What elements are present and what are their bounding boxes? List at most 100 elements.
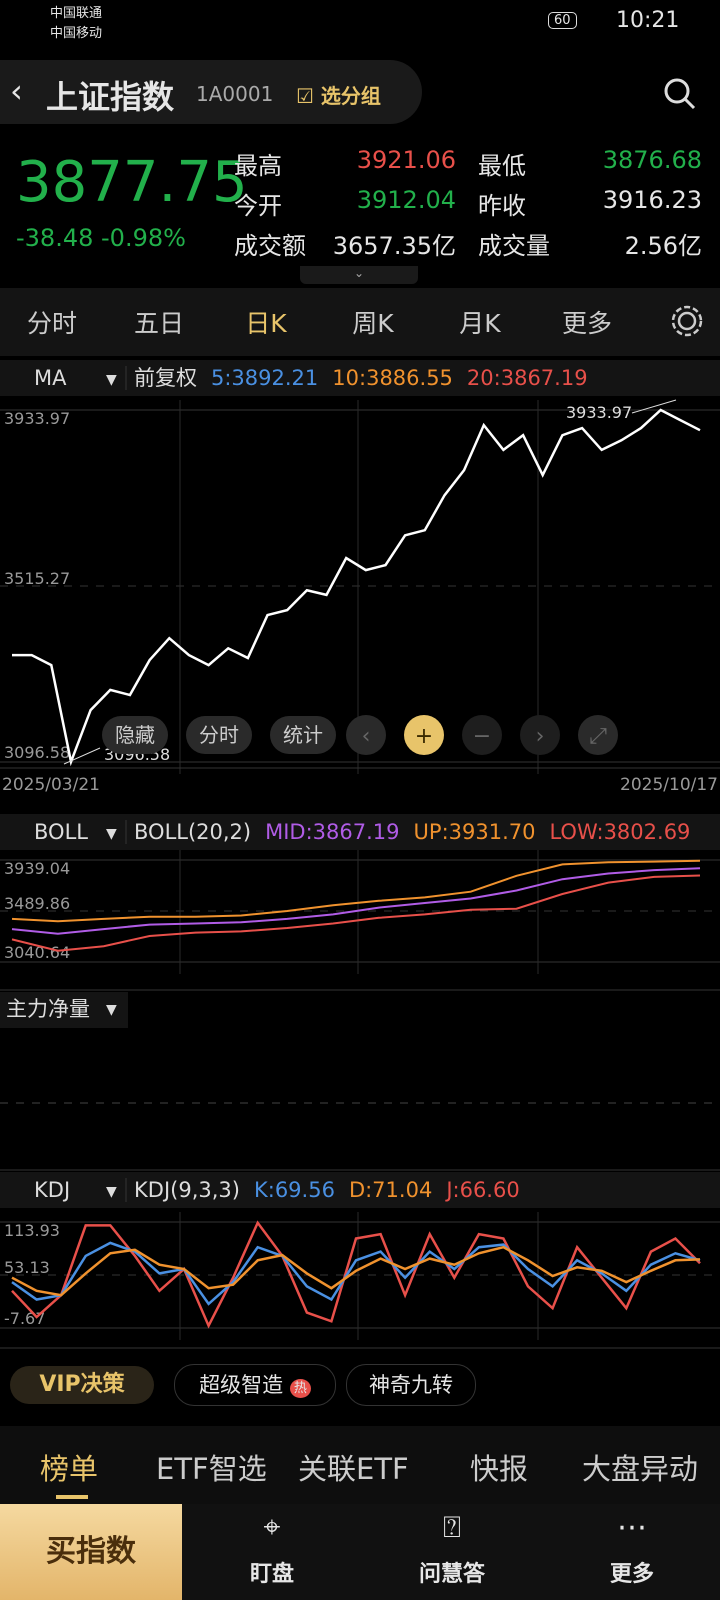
zoom-icon: ⤢ (589, 724, 607, 749)
battery: 60 (548, 12, 577, 29)
change: -38.48 -0.98% (16, 224, 186, 252)
tab-bar (0, 288, 720, 356)
y-tick-label: 113.93 (4, 1221, 60, 1240)
legend-entry: J:66.60 (444, 1178, 519, 1202)
indicator-bar (0, 1172, 720, 1208)
stat-label: 成交额 (234, 232, 306, 260)
news-bar (0, 1426, 720, 1506)
indicator: MA (34, 366, 67, 390)
dropdown: ▼ (106, 1002, 117, 1018)
group-button[interactable]: ☑ 选分组 (296, 84, 381, 108)
nav-icon[interactable]: ⌖ (263, 1510, 281, 1545)
charts: MA ▼ 前复权 5:3892.21 10:3886.55 20:3867.19 3096.… (0, 360, 720, 1349)
nav-label[interactable]: 更多 (609, 1562, 654, 1587)
zoom-button[interactable] (404, 715, 444, 755)
news-tab[interactable]: 关联ETF (298, 1452, 409, 1486)
indicator-bar (0, 814, 720, 850)
date-start: 2025/03/21 (2, 775, 100, 795)
nav-icon[interactable]: ⍰ (443, 1510, 461, 1545)
legend-entry: LOW:3802.69 (549, 820, 690, 844)
zoom-icon: ‹ (362, 724, 371, 749)
chart-button-label: 统计 (283, 723, 323, 747)
hot-badge: 热 (289, 1379, 311, 1398)
nav-label[interactable]: 问慧答 (418, 1562, 485, 1587)
up-line (11, 859, 701, 923)
legend-entry: 10:3886.55 (332, 366, 453, 390)
search-icon[interactable] (662, 76, 698, 112)
dropdown: ▼ (106, 826, 117, 842)
tab[interactable]: 日K (245, 309, 287, 338)
news-tab[interactable]: 榜单 (40, 1452, 99, 1486)
y-tick-label: 53.13 (4, 1258, 50, 1277)
legend-entry: MID:3867.19 (265, 820, 399, 844)
chart-button[interactable] (270, 716, 336, 754)
title: 上证指数 (46, 78, 175, 116)
vip-chip[interactable]: VIP决策 (10, 1366, 154, 1404)
zoom-button[interactable] (462, 715, 502, 755)
change-pct: -0.98% (101, 224, 186, 252)
stat-value: 2.56亿 (624, 232, 702, 260)
chart-button[interactable] (186, 716, 252, 754)
news-tab[interactable]: ETF智选 (156, 1452, 267, 1486)
legend-entry: UP:3931.70 (414, 820, 536, 844)
y-tick-label: 3933.97 (4, 409, 70, 428)
tab[interactable]: 分时 (26, 309, 77, 338)
news-tab[interactable]: 快报 (470, 1452, 529, 1486)
news-underline (56, 1495, 88, 1499)
buy-button[interactable]: 买指数 (0, 1504, 182, 1600)
y-tick-label: 3096.58 (4, 743, 70, 762)
expand-handle[interactable]: ⌄ (300, 266, 418, 284)
mid-line (11, 867, 701, 935)
tab[interactable]: 月K (459, 309, 501, 338)
y-tick-label: 3040.64 (4, 943, 70, 962)
legend-entry: 20:3867.19 (467, 366, 588, 390)
code: 1A0001 (196, 82, 274, 106)
clock: 10:21 (616, 8, 680, 33)
flow-header (0, 992, 128, 1028)
dropdown: ▼ (106, 372, 117, 388)
stat-value: 3912.04 (356, 186, 456, 214)
tab[interactable]: 五日 (133, 309, 184, 338)
high-leader (631, 399, 677, 414)
nav-label[interactable]: 盯盘 (249, 1562, 294, 1587)
price: 3877.75 (16, 150, 248, 215)
zoom-button[interactable] (346, 715, 386, 755)
high-label: 3933.97 (566, 403, 632, 422)
low-line (11, 874, 701, 952)
carriers: 中国联通 中国移动 (50, 4, 102, 44)
j-line (11, 1220, 701, 1329)
settings-icon[interactable] (670, 304, 704, 338)
legend-entry: D:71.04 (349, 1178, 432, 1202)
chart-button-label: 分时 (199, 723, 239, 747)
flow-title: 主力净量 (6, 997, 90, 1021)
zoom-icon: + (415, 724, 433, 749)
tab[interactable]: 周K (352, 309, 394, 338)
indicator-bar (0, 360, 720, 396)
y-tick-label: 3489.86 (4, 894, 70, 913)
date-end: 2025/10/17 (620, 775, 718, 795)
y-tick-label: 3515.27 (4, 569, 70, 588)
nav-icon[interactable]: ⋯ (617, 1510, 647, 1545)
stat-value: 3657.35亿 (332, 232, 456, 260)
low-leader (63, 747, 101, 765)
stat-label: 最高 (234, 152, 282, 180)
indicator: BOLL (34, 820, 88, 844)
news-tab[interactable]: 大盘异动 (582, 1452, 699, 1486)
chip[interactable]: 超级智造 热 (174, 1364, 336, 1406)
dropdown: ▼ (106, 1184, 117, 1200)
zoom-button[interactable] (520, 715, 560, 755)
legend-entry: 前复权 (134, 366, 197, 390)
chart-button[interactable] (102, 716, 168, 754)
d-line (11, 1245, 701, 1297)
zoom-button[interactable] (578, 715, 618, 755)
chip[interactable]: 神奇九转 (346, 1364, 476, 1406)
group-label: 选分组 (320, 84, 381, 108)
stat-label: 最低 (478, 152, 526, 180)
zoom-icon: − (473, 724, 491, 749)
back-button[interactable]: ‹ (10, 72, 23, 110)
k-line (11, 1241, 701, 1306)
chip-label: 超级智造 (199, 1373, 284, 1397)
chart-button-label: 隐藏 (115, 723, 155, 747)
tab[interactable]: 更多 (561, 309, 612, 338)
